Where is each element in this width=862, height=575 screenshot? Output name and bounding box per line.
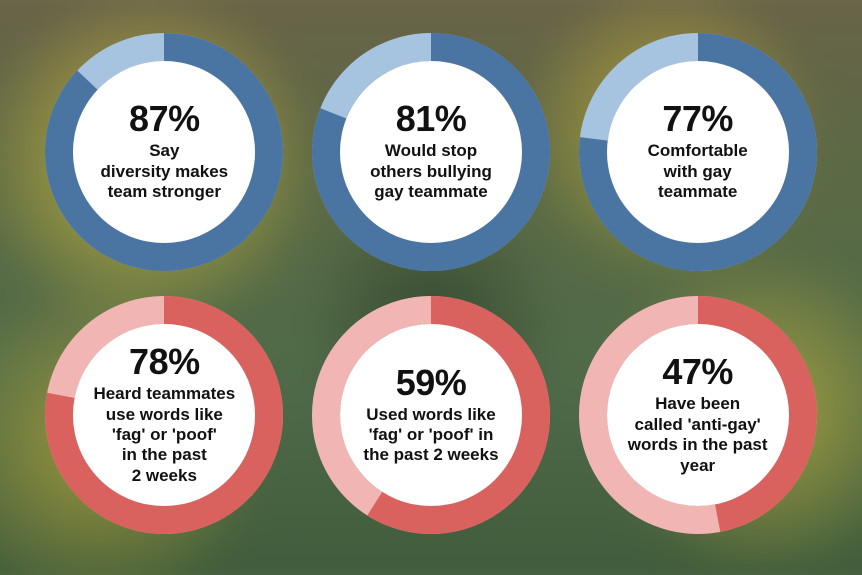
donut-pct-2: 77% [662, 101, 733, 137]
donut-inner-2: 77% Comfortable with gay teammate [579, 33, 817, 271]
donut-pct-4: 59% [396, 365, 467, 401]
donut-label-1: Would stop others bullying gay teammate [370, 141, 492, 202]
donut-pct-3: 78% [129, 344, 200, 380]
donut-2: 77% Comfortable with gay teammate [579, 33, 817, 271]
donut-label-4: Used words like 'fag' or 'poof' in the p… [363, 405, 498, 466]
donut-inner-4: 59% Used words like 'fag' or 'poof' in t… [312, 296, 550, 534]
donut-pct-1: 81% [396, 101, 467, 137]
donut-grid: 87% Say diversity makes team stronger 81… [0, 0, 862, 575]
donut-3: 78% Heard teammates use words like 'fag'… [45, 296, 283, 534]
donut-1: 81% Would stop others bullying gay teamm… [312, 33, 550, 271]
donut-label-2: Comfortable with gay teammate [648, 141, 748, 202]
donut-4: 59% Used words like 'fag' or 'poof' in t… [312, 296, 550, 534]
donut-inner-5: 47% Have been called 'anti-gay' words in… [579, 296, 817, 534]
donut-label-3: Heard teammates use words like 'fag' or … [93, 384, 235, 486]
donut-label-0: Say diversity makes team stronger [101, 141, 229, 202]
donut-inner-3: 78% Heard teammates use words like 'fag'… [45, 296, 283, 534]
donut-inner-0: 87% Say diversity makes team stronger [45, 33, 283, 271]
donut-0: 87% Say diversity makes team stronger [45, 33, 283, 271]
donut-inner-1: 81% Would stop others bullying gay teamm… [312, 33, 550, 271]
donut-5: 47% Have been called 'anti-gay' words in… [579, 296, 817, 534]
donut-label-5: Have been called 'anti-gay' words in the… [628, 394, 768, 476]
donut-pct-0: 87% [129, 101, 200, 137]
donut-pct-5: 47% [662, 354, 733, 390]
